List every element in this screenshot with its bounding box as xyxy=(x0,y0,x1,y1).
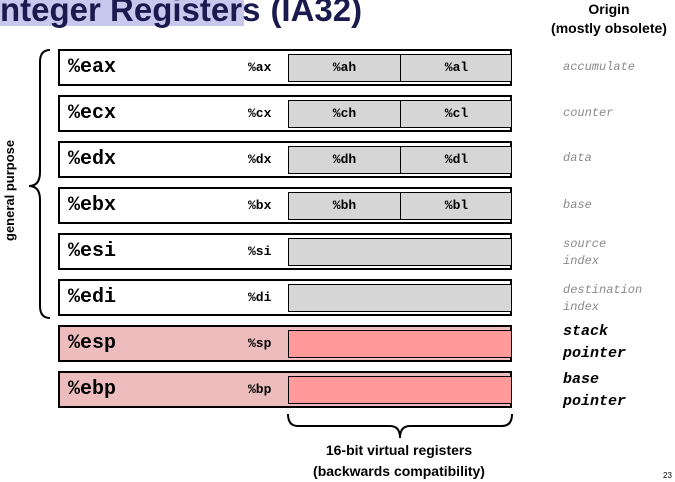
reg16-box: %ah %al xyxy=(288,54,512,82)
origin-header-line1: Origin xyxy=(588,1,630,17)
register-row-ebx: %ebx %bx %bh %bl xyxy=(58,187,512,224)
origin-text: index xyxy=(563,300,600,314)
reg16-box xyxy=(288,330,512,358)
reg16-box: %ch %cl xyxy=(288,100,512,128)
reg32-name: %esp xyxy=(68,332,117,355)
origin-text: base xyxy=(563,371,600,388)
reg16-name: %cx xyxy=(248,106,272,121)
origin-ebx: base xyxy=(563,197,592,214)
low-byte-cell: %al xyxy=(444,60,469,75)
origin-text: counter xyxy=(563,106,614,120)
page-number: 23 xyxy=(663,471,672,480)
origin-text: accumulate xyxy=(563,60,636,74)
caption-line2: (backwards compatibility) xyxy=(313,463,485,479)
title-main: nteger Registers xyxy=(0,0,261,28)
origin-eax: accumulate xyxy=(563,59,635,76)
reg32-name: %eax xyxy=(68,56,117,79)
register-row-esi: %esi %si xyxy=(58,233,512,270)
reg16-name: %ax xyxy=(248,60,272,75)
origin-header-line2: (mostly obsolete) xyxy=(551,20,667,36)
reg16-box: %dh %dl xyxy=(288,146,512,174)
high-byte-cell: %dh xyxy=(289,147,401,173)
reg32-name: %esi xyxy=(68,240,117,263)
origin-edx: data xyxy=(563,150,592,167)
reg16-name: %dx xyxy=(248,152,272,167)
origin-esp: stack pointer xyxy=(563,321,626,365)
low-byte-cell: %cl xyxy=(444,106,469,121)
general-purpose-brace xyxy=(28,49,51,319)
virtual-registers-brace xyxy=(287,413,513,439)
virtual-registers-caption: 16-bit virtual registers (backwards comp… xyxy=(288,440,510,482)
reg16-box xyxy=(288,238,512,266)
title-highlight xyxy=(0,0,244,26)
reg32-name: %ecx xyxy=(68,102,117,125)
high-byte-cell: %ch xyxy=(289,101,401,127)
reg32-name: %edi xyxy=(68,286,117,309)
origin-esi: source index xyxy=(563,236,606,270)
origin-text: index xyxy=(563,254,600,268)
reg16-name: %bx xyxy=(248,198,272,213)
low-byte-cell: %bl xyxy=(444,198,469,213)
register-row-ecx: %ecx %cx %ch %cl xyxy=(58,95,512,132)
reg16-box xyxy=(288,284,512,312)
origin-text: base xyxy=(563,198,592,212)
reg16-box: %bh %bl xyxy=(288,192,512,220)
reg16-name: %bp xyxy=(248,382,272,397)
origin-header: Origin (mostly obsolete) xyxy=(537,0,675,38)
origin-text: pointer xyxy=(563,345,627,362)
register-row-esp: %esp %sp xyxy=(58,325,512,362)
title-suffix: (IA32) xyxy=(270,0,363,28)
register-row-eax: %eax %ax %ah %al xyxy=(58,49,512,86)
origin-text: pointer xyxy=(563,393,627,410)
reg32-name: %edx xyxy=(68,148,117,171)
caption-line1: 16-bit virtual registers xyxy=(325,442,473,458)
origin-text: destination xyxy=(563,283,643,297)
origin-ebp: base pointer xyxy=(563,369,626,413)
general-purpose-label: general purpose xyxy=(2,139,17,241)
reg16-box xyxy=(288,376,512,404)
origin-ecx: counter xyxy=(563,105,613,122)
low-byte-cell: %dl xyxy=(444,152,469,167)
register-row-edi: %edi %di xyxy=(58,279,512,316)
origin-text: data xyxy=(563,151,592,165)
reg16-name: %sp xyxy=(248,336,272,351)
reg16-name: %di xyxy=(248,290,272,305)
reg32-name: %ebp xyxy=(68,378,117,401)
high-byte-cell: %bh xyxy=(289,193,401,219)
origin-text: stack xyxy=(563,323,609,340)
slide-title: nteger Registers (IA32) xyxy=(0,0,362,29)
reg16-name: %si xyxy=(248,244,272,259)
reg32-name: %ebx xyxy=(68,194,117,217)
register-row-edx: %edx %dx %dh %dl xyxy=(58,141,512,178)
register-row-ebp: %ebp %bp xyxy=(58,371,512,408)
high-byte-cell: %ah xyxy=(289,55,401,81)
origin-edi: destination index xyxy=(563,282,642,316)
origin-text: source xyxy=(563,237,607,251)
